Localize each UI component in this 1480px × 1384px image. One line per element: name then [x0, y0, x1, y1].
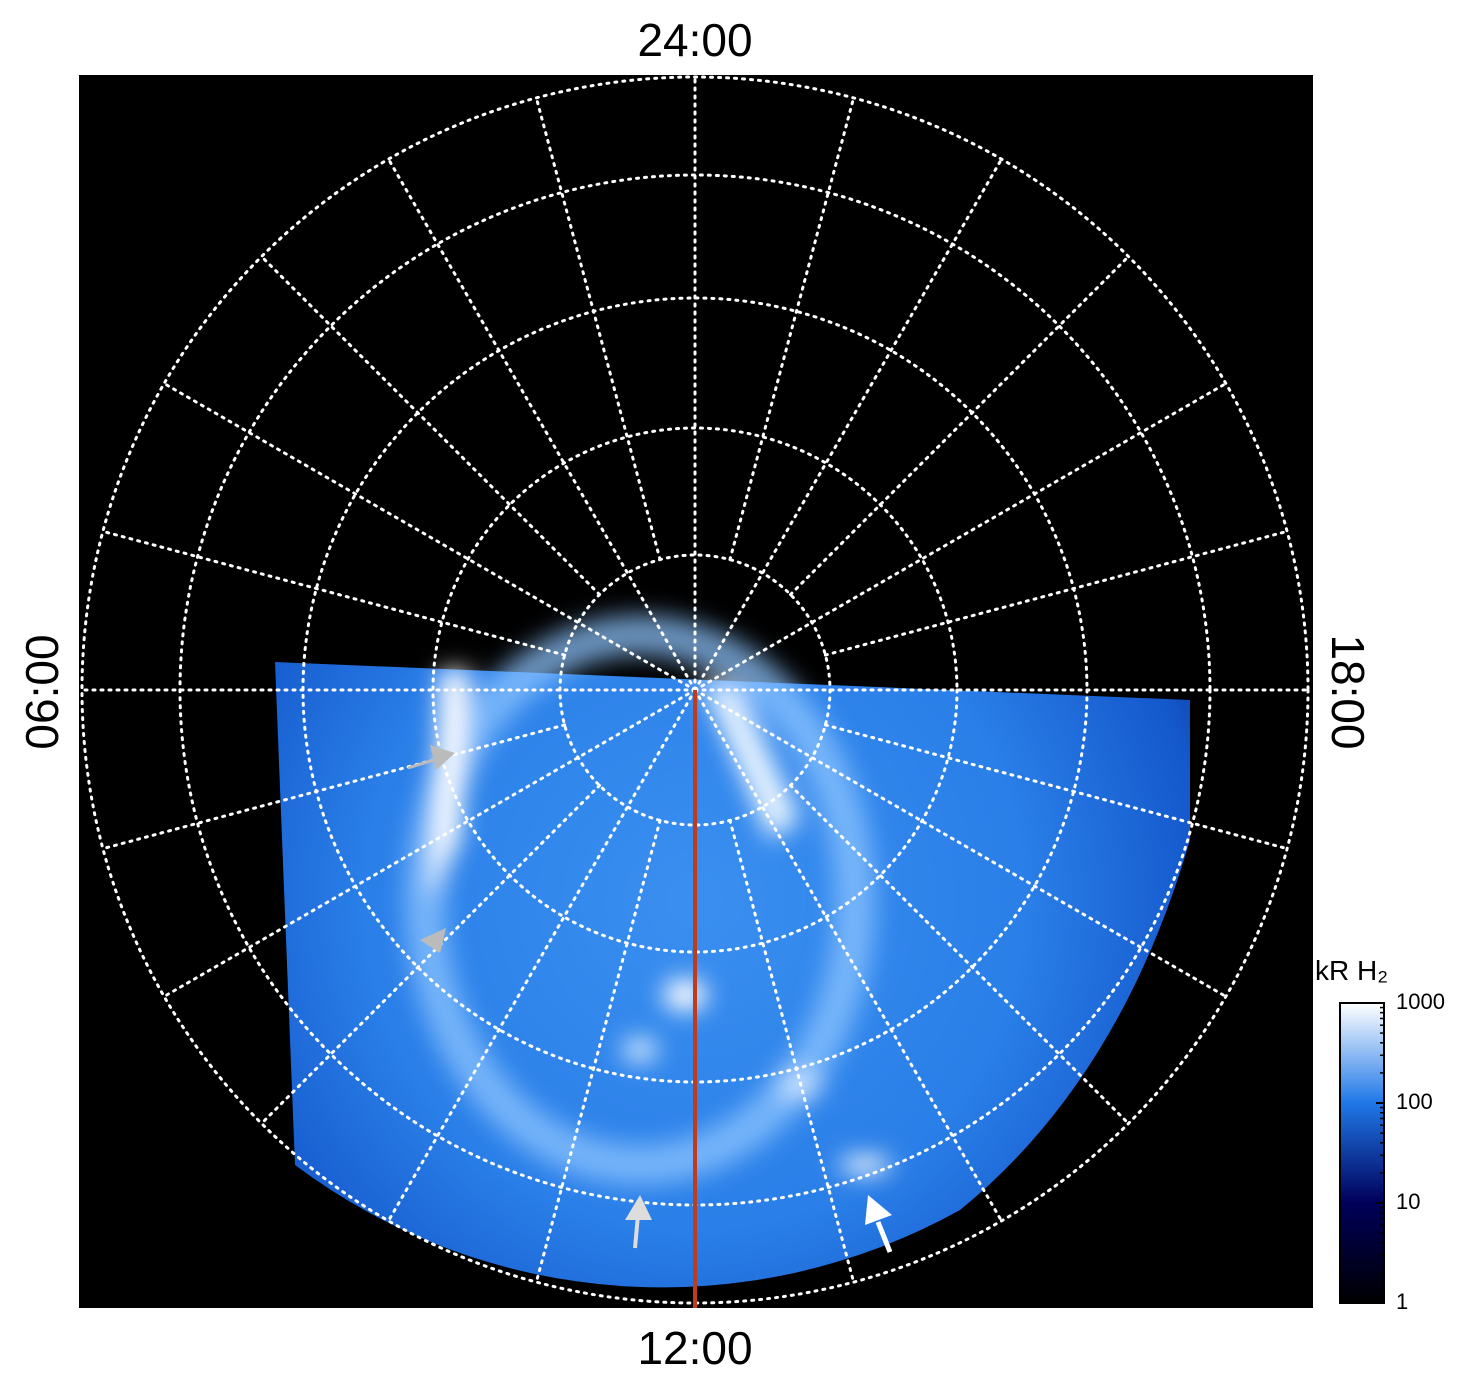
meridian-line	[693, 688, 1228, 998]
meridian-line	[728, 96, 856, 562]
meridian-line	[260, 255, 602, 597]
meridian-line	[693, 157, 1003, 692]
local-time-label: 24:00	[637, 14, 752, 66]
colorbar-tick-label: 100	[1396, 1089, 1433, 1114]
meridian-line	[162, 688, 697, 998]
aurora-image	[80, 75, 1310, 1308]
meridian-line	[788, 783, 1130, 1125]
annotation-arrow-head	[430, 745, 455, 770]
meridian-line	[728, 818, 856, 1284]
meridian-line	[693, 688, 1003, 1223]
annotation-arrow	[875, 1221, 893, 1253]
colorbar-tick-label: 1	[1396, 1289, 1408, 1314]
annotation-arrow-head	[865, 1195, 892, 1225]
meridian-line	[823, 529, 1289, 657]
local-time-label: 18:00	[1322, 634, 1374, 749]
aurora-emission	[405, 615, 891, 1185]
colorbar-tick-label: 10	[1396, 1189, 1420, 1214]
meridian-line	[387, 688, 697, 1223]
colorbar	[1339, 1002, 1385, 1304]
meridian-line	[693, 382, 1228, 692]
meridian-line	[788, 255, 1130, 597]
meridian-line	[101, 723, 567, 851]
meridian-line	[823, 723, 1289, 851]
annotation-arrow-head	[625, 1195, 652, 1220]
meridian-line	[387, 157, 697, 692]
meridian-line	[534, 818, 662, 1284]
local-time-label: 12:00	[637, 1322, 752, 1374]
colorbar-tick-label: 1000	[1396, 989, 1445, 1014]
local-time-label: 06:00	[16, 634, 68, 749]
meridian-line	[260, 783, 602, 1125]
meridian-line	[534, 96, 662, 562]
annotation-arrow-head	[420, 928, 446, 953]
colorbar-label: kR H₂	[1315, 955, 1388, 986]
meridian-line	[101, 529, 567, 657]
meridian-line	[162, 382, 697, 692]
annotation-arrow	[633, 1214, 640, 1249]
